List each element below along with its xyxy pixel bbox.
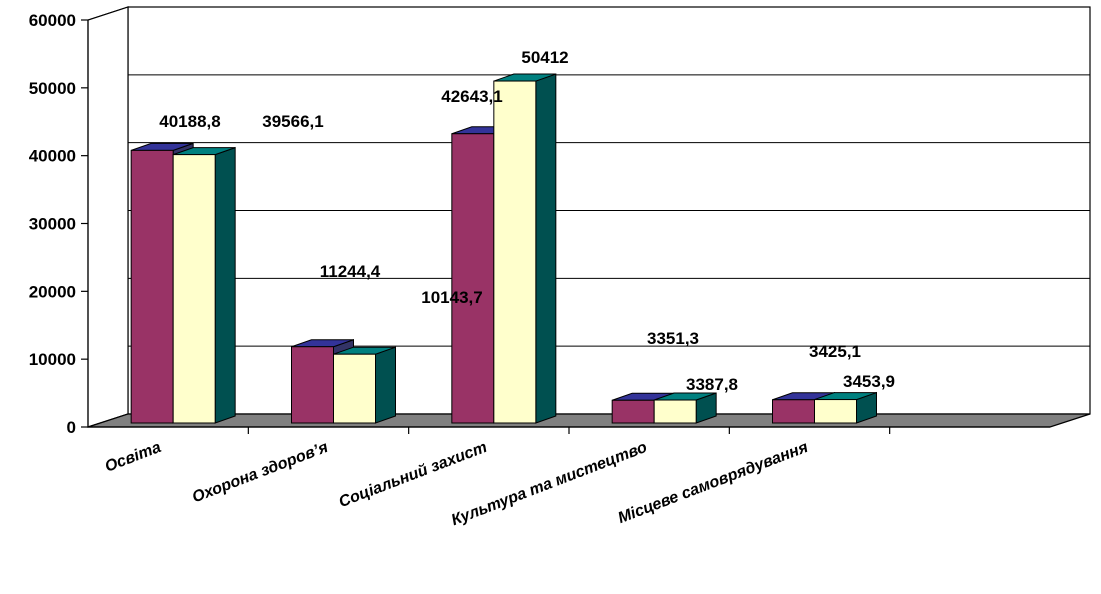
bar-side <box>535 73 557 424</box>
category-label: Охорона здоров’я <box>190 439 331 507</box>
category-label: Соціальний захист <box>337 439 490 511</box>
data-label: 11244,4 <box>320 262 381 281</box>
y-tick-label: 60000 <box>29 11 76 30</box>
data-label: 10143,7 <box>421 288 482 307</box>
bar <box>333 346 396 424</box>
bar-front <box>772 399 815 424</box>
y-tick-label: 10000 <box>29 350 76 369</box>
bar-front <box>291 346 334 424</box>
y-tick-label: 40000 <box>29 147 76 166</box>
bar <box>653 392 717 424</box>
bar <box>172 146 236 424</box>
y-tick-label: 20000 <box>29 282 76 301</box>
bar <box>814 391 877 424</box>
axes <box>81 19 1050 434</box>
bar-side <box>375 346 396 424</box>
grid-layer <box>87 6 1091 428</box>
category-label: Освіта <box>103 439 164 476</box>
bars-layer <box>130 73 877 424</box>
side-wall <box>87 6 129 428</box>
data-label: 39566,1 <box>262 112 323 131</box>
data-label: 50412 <box>521 48 568 67</box>
bar-front <box>611 399 655 424</box>
bar-front <box>451 133 495 424</box>
bar-front <box>653 399 697 424</box>
y-tick-label: 50000 <box>29 79 76 98</box>
data-label: 3453,9 <box>843 372 895 391</box>
floor <box>87 413 1091 428</box>
bar-front <box>130 149 174 424</box>
bar-front <box>172 154 216 424</box>
bar-front <box>333 353 376 424</box>
bar <box>493 73 557 424</box>
chart-floor <box>87 413 1091 428</box>
bar-front <box>493 80 537 424</box>
bar-side <box>214 146 236 424</box>
y-tick-label: 30000 <box>29 215 76 234</box>
data-label: 3387,8 <box>686 375 738 394</box>
data-label: 3425,1 <box>809 342 861 361</box>
data-label: 40188,8 <box>159 112 220 131</box>
y-tick-label: 0 <box>67 418 76 437</box>
bar-front <box>814 399 857 424</box>
data-label: 3351,3 <box>647 329 699 348</box>
data-label: 42643,1 <box>441 87 502 106</box>
